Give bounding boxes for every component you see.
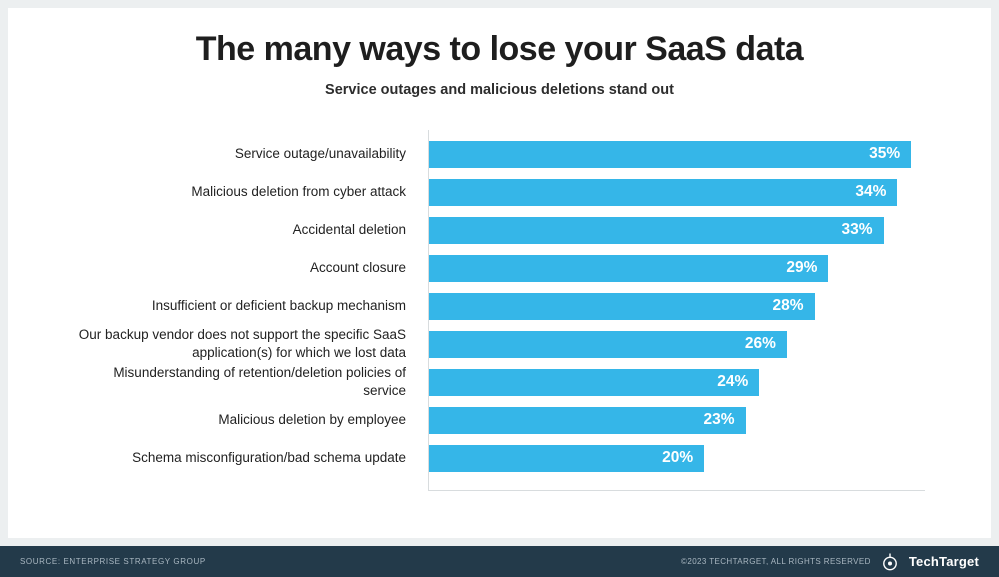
category-label: Account closure	[309, 260, 406, 276]
footer-right: ©2023 TECHTARGET, ALL RIGHTS RESERVED Te…	[681, 552, 979, 572]
value-label: 33%	[841, 221, 873, 238]
y-axis-line	[428, 130, 429, 491]
value-label: 23%	[703, 411, 735, 428]
chart-subtitle: Service outages and malicious deletions …	[325, 82, 674, 98]
chart-card: The many ways to lose your SaaS data Ser…	[8, 8, 991, 538]
category-label: Malicious deletion by employee	[218, 412, 406, 428]
category-label: Service outage/unavailability	[234, 146, 406, 162]
bar-track: 35%	[428, 135, 925, 173]
category-label: Schema misconfiguration/bad schema updat…	[132, 450, 406, 466]
value-label: 35%	[869, 145, 901, 162]
value-label: 34%	[855, 183, 887, 200]
value-label: 20%	[662, 449, 694, 466]
techtarget-logo-icon	[880, 552, 900, 572]
source-credit: SOURCE: ENTERPRISE STRATEGY GROUP	[20, 557, 206, 566]
bar-track: 20%	[428, 439, 925, 477]
copyright-text: ©2023 TECHTARGET, ALL RIGHTS RESERVED	[681, 557, 871, 566]
bar: 34%	[428, 178, 898, 206]
bar-track: 33%	[428, 211, 925, 249]
value-label: 26%	[744, 335, 776, 352]
bar-track: 29%	[428, 249, 925, 287]
bar: 26%	[428, 330, 787, 358]
brand-name: TechTarget	[908, 554, 979, 569]
category-label: Our backup vendor does not support the s…	[78, 327, 406, 360]
bar-track: 34%	[428, 173, 925, 211]
category-label: Insufficient or deficient backup mechani…	[151, 298, 406, 314]
footer: SOURCE: ENTERPRISE STRATEGY GROUP ©2023 …	[0, 546, 999, 577]
bar-track: 26%	[428, 325, 925, 363]
bar-chart: Service outage/unavailability 35% Maliciou…	[8, 130, 925, 491]
bar: 20%	[428, 444, 705, 472]
value-label: 29%	[786, 259, 818, 276]
chart-rows: Service outage/unavailability 35% Maliciou…	[8, 135, 925, 477]
bar: 29%	[428, 254, 829, 282]
value-label: 28%	[772, 297, 804, 314]
page-title: The many ways to lose your SaaS data	[195, 30, 804, 68]
bar-track: 23%	[428, 401, 925, 439]
category-label: Misunderstanding of retention/deletion p…	[113, 365, 406, 398]
value-label: 24%	[717, 373, 749, 390]
bar-track: 28%	[428, 287, 925, 325]
bar: 35%	[428, 140, 912, 168]
bar: 28%	[428, 292, 815, 320]
category-label: Malicious deletion from cyber attack	[191, 184, 406, 200]
x-axis-line	[428, 490, 925, 491]
bar: 23%	[428, 406, 746, 434]
bar: 24%	[428, 368, 760, 396]
bar: 33%	[428, 216, 884, 244]
category-label: Accidental deletion	[292, 222, 406, 238]
bar-track: 24%	[428, 363, 925, 401]
